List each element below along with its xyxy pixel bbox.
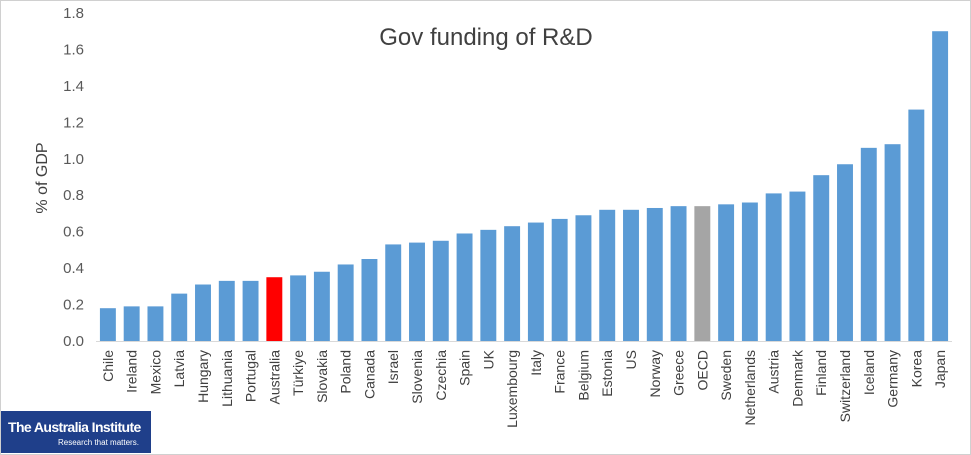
x-tick-label: Latvia — [171, 350, 187, 388]
x-tick-label: Iceland — [861, 350, 877, 395]
bar-t-rkiye — [290, 275, 307, 341]
bar-switzerland — [837, 164, 853, 341]
x-tick-label: Belgium — [575, 350, 591, 401]
bar-ireland — [123, 306, 140, 341]
x-tick-label: Estonia — [599, 350, 615, 397]
bars — [99, 31, 949, 341]
x-tick-label: Canada — [361, 350, 377, 399]
x-tick-label: Poland — [338, 350, 354, 394]
x-tick-label: Ireland — [124, 350, 140, 393]
bar-denmark — [789, 191, 806, 341]
bar-finland — [813, 175, 830, 341]
x-tick-label: Hungary — [195, 350, 211, 403]
bar-israel — [385, 244, 402, 341]
bar-poland — [337, 264, 354, 341]
y-axis-label: % of GDP — [34, 142, 51, 213]
x-tick-label: Slovakia — [314, 350, 330, 403]
y-tick-label: 0.2 — [63, 297, 84, 314]
x-tick-label: Japan — [932, 350, 948, 388]
y-tick-label: 0.4 — [63, 260, 84, 277]
bar-chile — [99, 308, 116, 341]
bar-austria — [765, 193, 782, 341]
bar-korea — [908, 109, 925, 341]
y-axis-ticks: 0.0 0.2 0.4 0.6 0.8 1.0 1.2 1.4 1.6 1.8 — [63, 5, 84, 350]
x-tick-label: Portugal — [243, 350, 259, 402]
x-tick-label: Chile — [100, 350, 116, 382]
bar-oecd — [694, 206, 711, 341]
x-tick-label: Greece — [671, 350, 687, 396]
bar-lithuania — [218, 280, 235, 341]
bar-us — [623, 209, 639, 341]
logo-tagline: Research that matters. — [58, 438, 139, 447]
chart-title: Gov funding of R&D — [379, 24, 592, 51]
x-tick-label: France — [552, 350, 568, 394]
x-tick-label: Spain — [457, 350, 473, 386]
x-tick-label: Türkiye — [290, 350, 306, 396]
bar-uk — [480, 229, 497, 341]
x-tick-label: Mexico — [147, 350, 163, 395]
y-tick-label: 0.6 — [63, 224, 84, 241]
x-tick-label: US — [623, 350, 639, 369]
x-tick-label: Australia — [266, 350, 282, 405]
bar-slovakia — [313, 271, 330, 341]
y-tick-label: 0.0 — [63, 333, 84, 350]
bar-norway — [646, 207, 663, 341]
x-tick-label: Slovenia — [409, 350, 425, 404]
bar-mexico — [147, 306, 164, 341]
x-tick-label: OECD — [694, 350, 710, 390]
x-tick-label: Austria — [766, 350, 782, 394]
y-tick-label: 1.0 — [63, 151, 84, 168]
bar-italy — [527, 222, 544, 341]
x-tick-label: Finland — [813, 350, 829, 396]
x-tick-label: Germany — [885, 350, 901, 408]
bar-netherlands — [741, 202, 758, 341]
x-tick-label: Denmark — [789, 349, 805, 407]
bar-luxembourg — [504, 226, 521, 341]
x-tick-label: Korea — [908, 350, 924, 388]
x-tick-label: Israel — [385, 350, 401, 384]
bar-latvia — [171, 293, 188, 341]
bar-czechia — [432, 240, 449, 341]
x-tick-label: Lithuania — [219, 350, 235, 407]
bar-canada — [361, 259, 378, 341]
x-tick-label: Italy — [528, 350, 544, 376]
australia-institute-logo: The Australia Institute Research that ma… — [1, 411, 151, 453]
bar-sweden — [718, 204, 735, 341]
y-tick-label: 1.2 — [63, 114, 84, 131]
bar-australia — [266, 277, 283, 341]
x-tick-label: Czechia — [433, 350, 449, 401]
bar-germany — [884, 144, 901, 341]
y-tick-label: 0.8 — [63, 187, 84, 204]
x-tick-label: UK — [480, 349, 496, 369]
bar-france — [551, 218, 568, 341]
bar-japan — [932, 31, 949, 341]
y-tick-label: 1.6 — [63, 41, 84, 58]
bar-slovenia — [409, 242, 425, 341]
x-tick-label: Netherlands — [742, 350, 758, 426]
bar-spain — [456, 233, 473, 341]
logo-brand: The Australia Institute — [8, 419, 141, 435]
x-tick-label: Sweden — [718, 350, 734, 401]
bar-portugal — [242, 280, 259, 341]
bar-hungary — [195, 284, 211, 341]
bar-greece — [670, 206, 687, 341]
x-tick-label: Luxembourg — [504, 350, 520, 428]
x-axis-labels: Chile Ireland Mexico Latvia Hungary Lithuania… — [100, 349, 948, 428]
y-tick-label: 1.4 — [63, 78, 84, 95]
bar-estonia — [599, 209, 616, 341]
x-tick-label: Norway — [647, 350, 663, 397]
bar-belgium — [575, 215, 592, 341]
x-tick-label: Switzerland — [837, 350, 853, 422]
y-tick-label: 1.8 — [63, 5, 84, 22]
bar-iceland — [860, 147, 877, 341]
